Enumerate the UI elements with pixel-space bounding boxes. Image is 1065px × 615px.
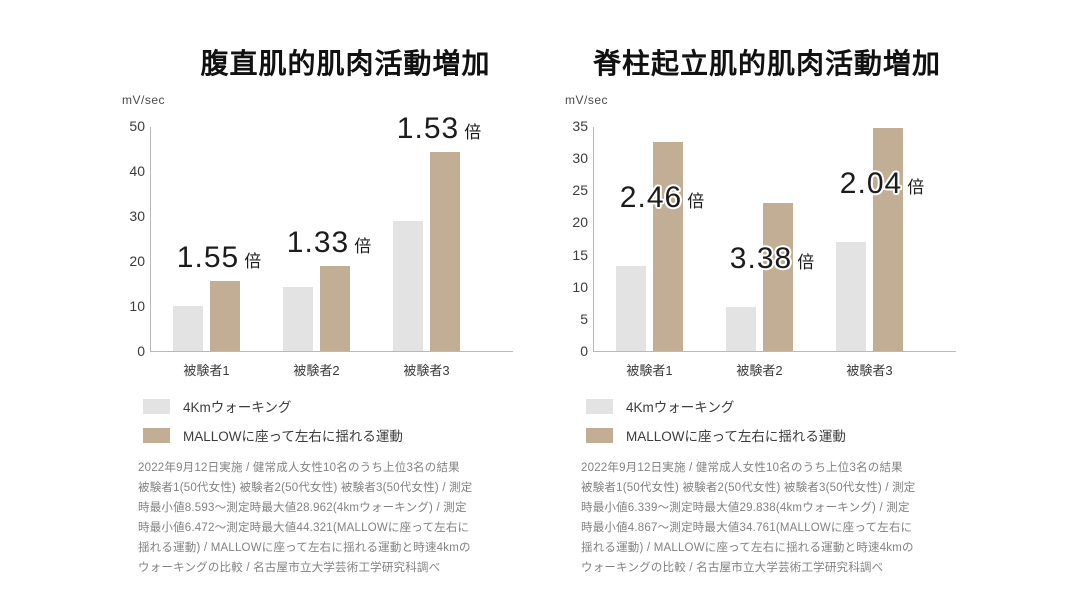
ratio-suffix: 倍: [687, 192, 705, 212]
y-tick-label: 15: [572, 246, 588, 263]
legend-item-walking: 4Kmウォーキング: [143, 396, 403, 416]
x-category-label: 被験者2: [293, 363, 340, 378]
y-tick-label: 40: [129, 163, 145, 179]
bar-walking: [726, 307, 756, 351]
bar-walking: [283, 286, 313, 351]
x-category-label: 被験者1: [183, 363, 230, 378]
ratio-label: 1.33 倍: [264, 226, 394, 260]
chart-erector-spinae: 脊柱起立肌的肌肉活動増加 mV/sec 0 5 10 15 20 25 30 35 被験者1 2.…: [558, 0, 988, 615]
bar-walking: [173, 306, 203, 351]
bar-mallow: [653, 142, 683, 351]
ratio-value: 1.53: [396, 111, 460, 145]
legend: 4Kmウォーキング MALLOWに座って左右に揺れる運動: [586, 396, 846, 445]
y-tick-label: 20: [129, 253, 145, 269]
chart-title: 腹直肌的肌肉活動増加: [200, 48, 491, 79]
y-tick-label: 0: [580, 343, 588, 359]
bar-walking: [836, 241, 866, 351]
legend-label-walking: 4Kmウォーキング: [183, 400, 292, 415]
ratio-label: 1.55 倍: [154, 241, 284, 275]
plot-area: 0 10 20 30 40 50 被験者1 1.55 倍被験者2 1.33 倍被験者3 1.53 倍: [129, 112, 513, 378]
legend-item-mallow: MALLOWに座って左右に揺れる運動: [143, 425, 403, 445]
bar-mallow: [430, 151, 460, 351]
y-axis-unit-label: mV/sec: [122, 93, 166, 107]
x-category-label: 被験者1: [626, 363, 673, 378]
footnote: 2022年9月12日実施 / 健常成人女性10名のうち上位3名の結果 被験者1(…: [138, 462, 473, 574]
y-tick-label: 50: [129, 118, 145, 134]
plot-area: 0 5 10 15 20 25 30 35 被験者1 2.46 倍被験者2 3.38 倍被験者3 2.04…: [572, 118, 956, 378]
legend-swatch-mallow: [143, 427, 170, 443]
legend-swatch-walking: [143, 398, 170, 414]
ratio-label: 2.46 倍: [597, 181, 727, 215]
legend-swatch-walking: [586, 398, 613, 414]
ratio-suffix: 倍: [907, 177, 925, 197]
ratio-label: 2.04 倍: [817, 167, 947, 201]
y-tick-label: 25: [572, 182, 588, 199]
ratio-value: 1.55: [176, 241, 240, 275]
y-tick-label: 20: [572, 214, 588, 231]
legend-label-walking: 4Kmウォーキング: [626, 400, 735, 415]
ratio-suffix: 倍: [244, 252, 262, 272]
chart-rectus-abdominis: 腹直肌的肌肉活動増加 mV/sec 0 10 20 30 40 50 被験者1 1.55 倍被験…: [115, 0, 545, 615]
ratio-value: 1.33: [286, 225, 350, 259]
bar-mallow: [320, 265, 350, 351]
legend-swatch-mallow: [586, 427, 613, 443]
legend-item-mallow: MALLOWに座って左右に揺れる運動: [586, 425, 846, 445]
footnote: 2022年9月12日実施 / 健常成人女性10名のうち上位3名の結果 被験者1(…: [581, 462, 916, 574]
legend-label-mallow: MALLOWに座って左右に揺れる運動: [183, 429, 403, 444]
y-tick-label: 30: [572, 150, 588, 167]
ratio-label: 3.38 倍: [707, 242, 837, 276]
bar-mallow: [873, 127, 903, 351]
y-tick-label: 0: [137, 343, 145, 359]
ratio-label: 1.53 倍: [374, 112, 504, 146]
legend: 4Kmウォーキング MALLOWに座って左右に揺れる運動: [143, 396, 403, 445]
ratio-value: 2.46: [619, 181, 683, 215]
legend-label-mallow: MALLOWに座って左右に揺れる運動: [626, 429, 846, 444]
x-category-label: 被験者2: [736, 363, 783, 378]
bar-mallow: [763, 203, 793, 351]
y-tick-label: 30: [129, 208, 145, 224]
y-tick-label: 35: [572, 118, 588, 134]
bar-mallow: [210, 281, 240, 351]
y-axis-unit-label: mV/sec: [565, 93, 609, 107]
ratio-value: 3.38: [729, 242, 793, 276]
ratio-suffix: 倍: [797, 253, 815, 273]
y-tick-label: 10: [129, 298, 145, 314]
y-tick-label: 10: [572, 278, 588, 295]
bar-walking: [393, 220, 423, 351]
x-category-label: 被験者3: [403, 363, 450, 378]
bar-walking: [616, 266, 646, 351]
ratio-value: 2.04: [839, 166, 903, 200]
legend-item-walking: 4Kmウォーキング: [586, 396, 846, 416]
chart-title: 脊柱起立肌的肌肉活動増加: [593, 48, 942, 79]
y-tick-label: 5: [580, 310, 588, 327]
ratio-suffix: 倍: [354, 236, 372, 256]
ratio-suffix: 倍: [464, 122, 482, 142]
x-category-label: 被験者3: [846, 363, 893, 378]
